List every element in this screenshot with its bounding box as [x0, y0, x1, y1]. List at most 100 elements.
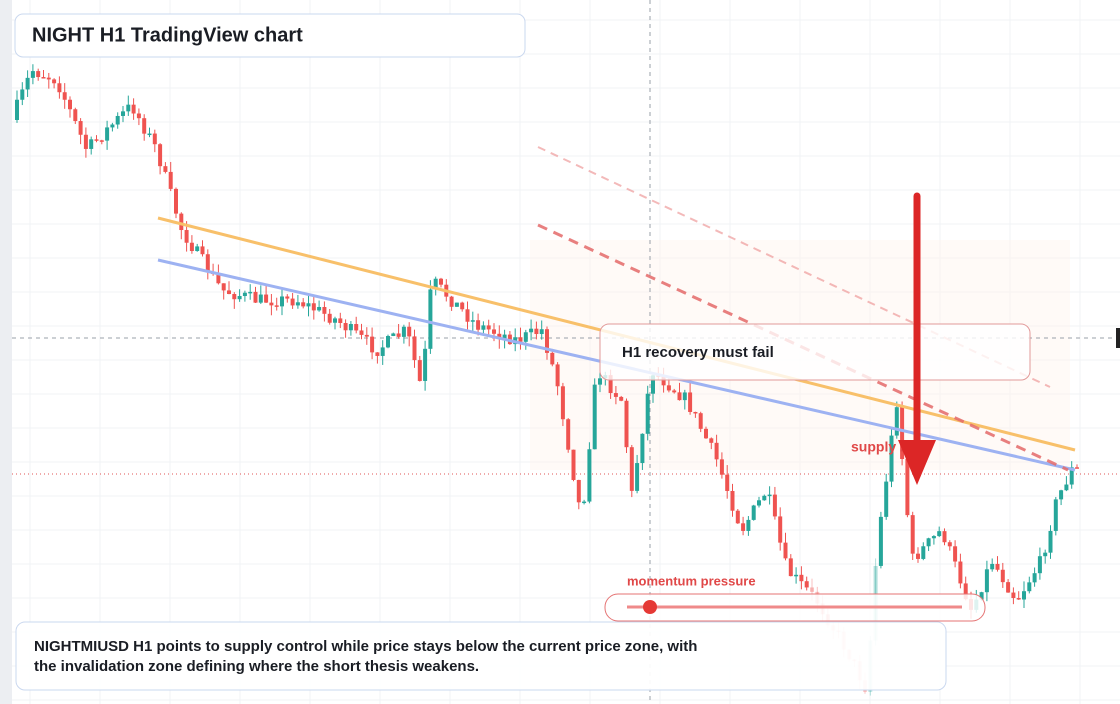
candle-body: [788, 558, 793, 577]
candle-body: [1043, 552, 1048, 557]
candle-body: [529, 328, 534, 333]
candle-body: [121, 111, 125, 116]
candle-body: [290, 298, 295, 306]
description-line: the invalidation zone defining where the…: [34, 658, 479, 675]
candle-body: [364, 334, 369, 337]
candle-body: [407, 326, 412, 337]
candle-body: [274, 305, 279, 307]
candle-body: [30, 71, 35, 78]
candle-body: [937, 531, 942, 537]
candle-body: [46, 77, 51, 80]
candle-body: [348, 324, 353, 331]
price-tag: [1116, 328, 1120, 348]
candle-body: [216, 273, 221, 284]
candle-body: [237, 296, 242, 300]
candle-body: [571, 449, 576, 480]
candle-body: [492, 329, 496, 334]
candle-body: [799, 574, 804, 582]
description-box: [15, 621, 947, 691]
candle-body: [1000, 569, 1005, 583]
candle-body: [205, 254, 210, 273]
candle-body: [778, 516, 783, 543]
candle-body: [555, 364, 560, 387]
candle-body: [1011, 592, 1016, 599]
candle-body: [354, 324, 359, 331]
candle-body: [89, 139, 94, 149]
candle-body: [894, 407, 899, 436]
candle-body: [333, 318, 337, 323]
candle-body: [311, 303, 316, 311]
callout-box: [599, 323, 1031, 381]
candle-body: [1064, 484, 1069, 491]
candle-body: [269, 302, 274, 306]
candle-body: [651, 375, 655, 394]
candle-body: [280, 296, 284, 307]
title-box: [14, 13, 526, 58]
candle-body: [900, 407, 905, 460]
candle-body: [704, 428, 708, 439]
candle-body: [730, 490, 735, 511]
candle-body: [248, 291, 253, 294]
candle-body: [110, 124, 115, 128]
candle-body: [550, 352, 555, 365]
candle-body: [227, 290, 231, 295]
candle-body: [942, 531, 947, 543]
candle-body: [78, 121, 83, 135]
candle-body: [428, 289, 433, 349]
arrow-head: [898, 440, 936, 485]
candle-body: [99, 140, 104, 142]
candle-body: [380, 347, 385, 356]
candle-body: [592, 384, 597, 450]
candle-body: [698, 413, 703, 429]
candle-body: [1006, 582, 1011, 593]
candle-body: [439, 278, 443, 285]
candle-body: [36, 71, 41, 78]
candle-body: [242, 292, 247, 297]
candle-body: [52, 79, 57, 84]
candle-body: [534, 328, 539, 335]
candle-body: [804, 581, 809, 588]
candle-body: [608, 375, 613, 394]
candle-body: [15, 99, 19, 120]
candle-body: [635, 463, 640, 491]
candle-body: [1032, 573, 1037, 583]
candle-body: [131, 104, 136, 114]
candle-body: [301, 302, 306, 307]
candle-body: [995, 563, 1000, 570]
candle-body: [878, 516, 883, 566]
candle-body: [582, 501, 587, 504]
candle-body: [1048, 530, 1053, 553]
candle-body: [1053, 499, 1058, 531]
candle-body: [470, 320, 475, 322]
candle-body: [523, 332, 528, 342]
candle-body: [195, 246, 200, 252]
candle-body: [884, 481, 889, 517]
candle-body: [1037, 556, 1042, 574]
candle-body: [142, 118, 147, 134]
candle-body: [449, 296, 454, 307]
candle-body: [20, 89, 25, 100]
candle-body: [619, 396, 624, 401]
candle-body: [454, 302, 459, 307]
candle-body: [598, 378, 602, 385]
candle-body: [168, 171, 173, 189]
candle-body: [200, 246, 205, 255]
candle-body: [476, 320, 481, 330]
candle-body: [979, 592, 984, 600]
candle-body: [184, 230, 189, 243]
candle-body: [682, 392, 687, 401]
candle-body: [921, 546, 926, 559]
candle-body: [953, 546, 958, 562]
candle-body: [417, 360, 422, 381]
candle-body: [94, 139, 99, 141]
candle-body: [1027, 582, 1032, 592]
candle-body: [783, 542, 788, 559]
candle-body: [545, 329, 549, 353]
candle-body: [317, 306, 322, 311]
candle-body: [68, 99, 72, 110]
candle-body: [688, 392, 693, 412]
candle-body: [264, 294, 269, 303]
candle-body: [645, 393, 650, 434]
candle-body: [502, 334, 507, 339]
